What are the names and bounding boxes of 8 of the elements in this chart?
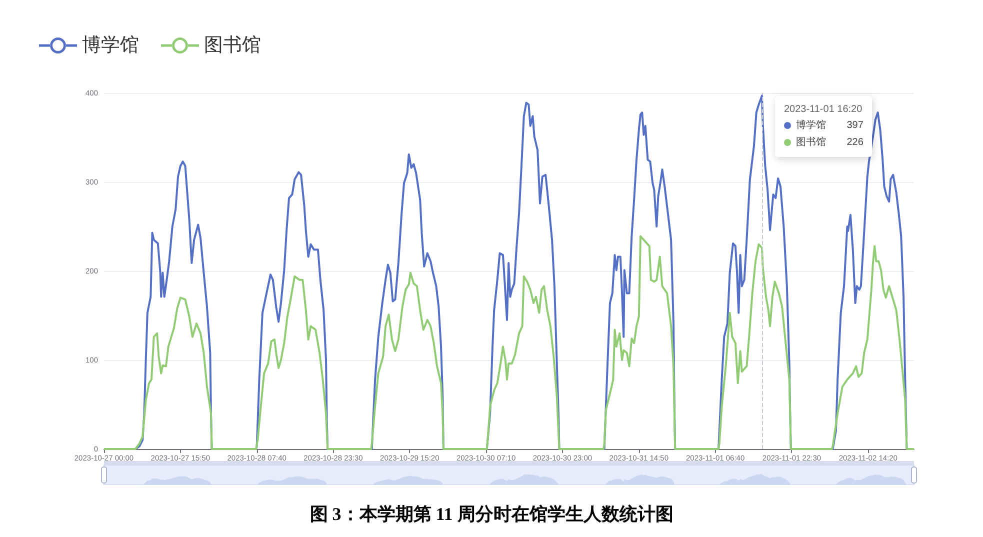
text: 图 3：本学期第 11 周分时在馆学生人数统计图	[310, 504, 674, 524]
tooltip: 2023-11-01 16:20 博学馆 397 图书馆 226	[774, 96, 872, 157]
line-series	[103, 235, 915, 450]
annotation: 博学馆 397	[796, 118, 864, 133]
legend-label: 图书馆	[204, 35, 261, 56]
annotation: 图书馆 226	[796, 136, 864, 150]
annotation: 2023-11-01 16:20	[784, 102, 864, 117]
legend-label: 博学馆	[82, 35, 139, 56]
